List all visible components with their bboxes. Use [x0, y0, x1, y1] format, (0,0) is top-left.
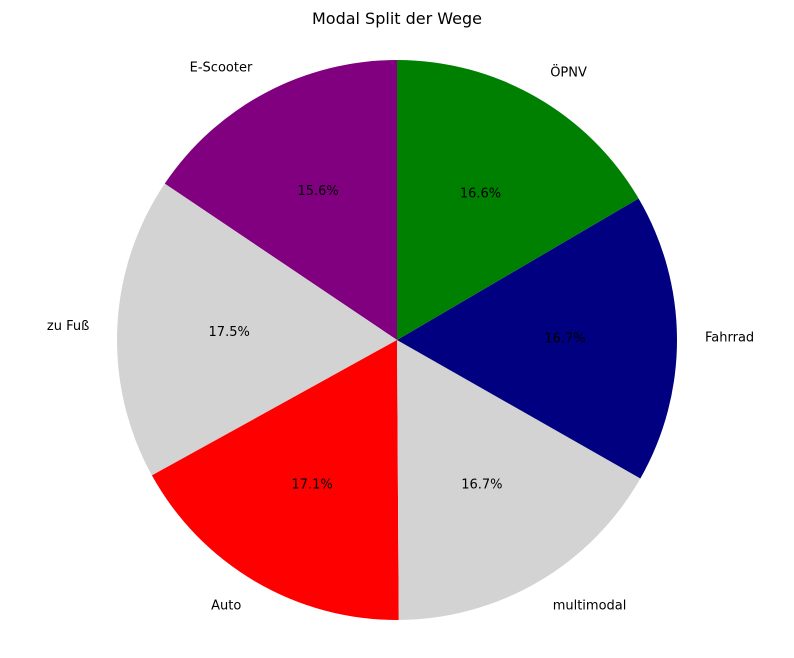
pie-slice-multimodal	[397, 340, 641, 620]
category-labels: E-Scooter zu Fuß Auto multimodal Fahrrad ÖPNV	[47, 61, 754, 614]
percent-label-auto: 17.1%	[291, 478, 332, 493]
percent-label-multimodal: 16.7%	[461, 478, 502, 493]
percent-label-öpnv: 16.6%	[460, 187, 501, 202]
category-label-öpnv: ÖPNV	[550, 63, 587, 80]
pie-slice-e-scooter	[164, 60, 397, 340]
category-label-e-scooter: E-Scooter	[190, 61, 253, 76]
category-label-zu-fuß: zu Fuß	[47, 319, 89, 334]
pie-slice-fahrrad	[397, 198, 677, 479]
percent-label-fahrrad: 16.7%	[544, 331, 585, 346]
chart-title: Modal Split der Wege	[312, 9, 482, 28]
pie-slice-öpnv	[397, 60, 639, 340]
category-label-fahrrad: Fahrrad	[705, 331, 754, 346]
pie-slice-zu-fuß	[117, 183, 397, 476]
pie-slice-auto	[151, 340, 399, 620]
percent-labels: 15.6% 17.5% 17.1% 16.7% 16.7% 16.6%	[209, 184, 586, 492]
percent-label-e-scooter: 15.6%	[297, 184, 338, 199]
category-label-auto: Auto	[211, 598, 241, 613]
category-label-multimodal: multimodal	[553, 598, 627, 613]
pie-slices	[117, 60, 677, 620]
percent-label-zu-fuß: 17.5%	[209, 325, 250, 340]
